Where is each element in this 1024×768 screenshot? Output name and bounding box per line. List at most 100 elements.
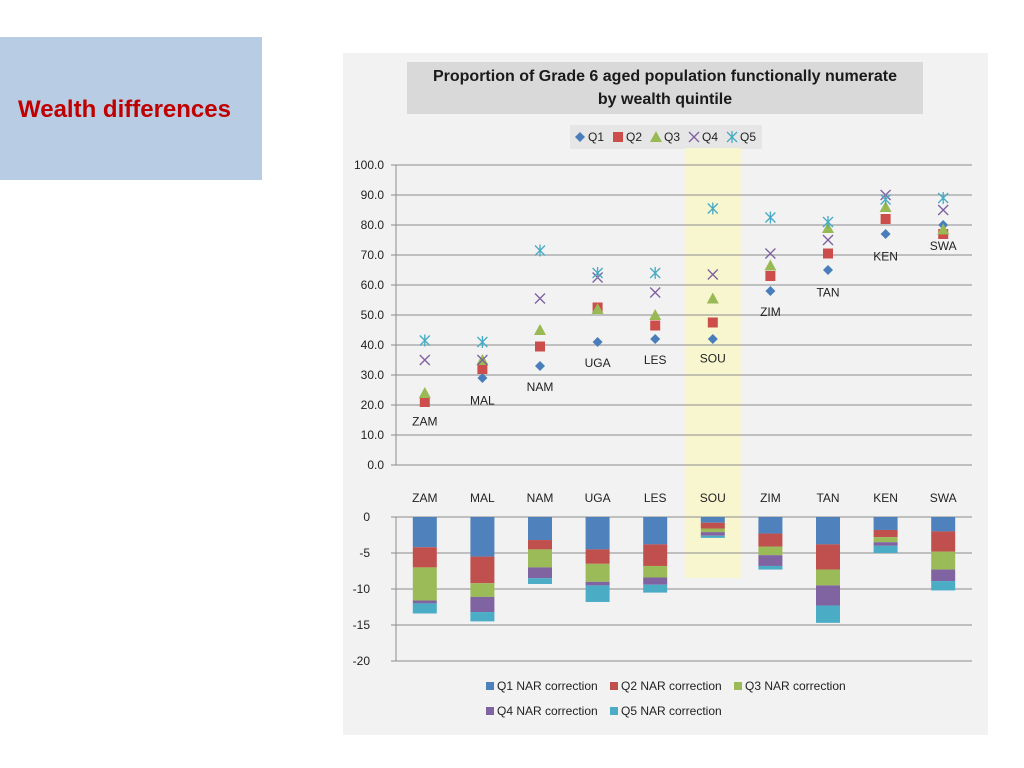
- legend-label: Q3 NAR correction: [745, 679, 846, 693]
- bar-q5-zam: [412, 603, 437, 614]
- bar-q4-uga: [585, 581, 610, 586]
- marker-q3-zam: [418, 387, 431, 398]
- scatter-legend-box: [570, 125, 762, 149]
- bar-q4-swa: [931, 569, 956, 582]
- legend-marker-q4: [688, 131, 700, 143]
- bar-q3-mal: [470, 583, 495, 597]
- bar-q5-ken: [873, 545, 898, 553]
- marker-q2-les: [650, 320, 661, 331]
- marker-q1-ken: [880, 229, 891, 239]
- marker-q5-zim: [764, 211, 776, 224]
- legend-label: Q3: [664, 130, 680, 144]
- x-category-label: ZIM: [760, 491, 781, 505]
- bar-q4-sou: [700, 532, 725, 536]
- bar-q3-sou: [700, 528, 725, 533]
- y-tick-label: 40.0: [361, 338, 385, 352]
- legend-label: Q2: [626, 130, 642, 144]
- bar-q5-mal: [470, 612, 495, 622]
- bar-q4-zim: [758, 555, 783, 566]
- bar-q4-les: [643, 577, 668, 585]
- legend-label: Q5 NAR correction: [621, 704, 722, 718]
- bar-q5-swa: [931, 581, 956, 591]
- bar-q1-zam: [412, 517, 437, 548]
- marker-q3-nam: [534, 324, 546, 335]
- y-tick-label: 70.0: [361, 248, 385, 262]
- marker-q4-nam: [534, 293, 546, 304]
- x-category-label: KEN: [873, 491, 898, 505]
- bar-q3-zim: [758, 546, 783, 556]
- marker-q4-sou: [707, 269, 719, 280]
- bar-q4-nam: [528, 567, 552, 579]
- x-category-label: MAL: [470, 491, 495, 505]
- legend-marker-q5: [726, 131, 738, 143]
- bar-q2-zam: [412, 547, 437, 568]
- point-label: UGA: [585, 356, 611, 370]
- x-category-label: ZAM: [412, 491, 437, 505]
- section-panel: [0, 37, 262, 180]
- marker-q4-tan: [822, 234, 834, 246]
- marker-q5-uga: [592, 267, 604, 279]
- marker-q3-swa: [937, 223, 950, 235]
- bar-q2-les: [643, 544, 668, 566]
- marker-q3-sou: [706, 292, 719, 304]
- y-tick-label: 0: [363, 510, 370, 524]
- bar-q1-uga: [585, 517, 610, 550]
- marker-q1-zim: [765, 286, 776, 296]
- y-tick-label: -20: [353, 654, 371, 668]
- bar-q4-tan: [816, 585, 840, 606]
- marker-q5-les: [649, 267, 661, 279]
- bar-q5-tan: [816, 605, 840, 623]
- x-category-label: UGA: [585, 491, 611, 505]
- bar-q2-tan: [816, 544, 840, 570]
- bar-q4-mal: [470, 596, 495, 613]
- chart-area: [343, 53, 988, 735]
- legend-swatch: [610, 682, 618, 690]
- legend-label: Q4 NAR correction: [497, 704, 598, 718]
- point-label: NAM: [527, 380, 554, 394]
- marker-q5-nam: [534, 244, 546, 257]
- y-tick-label: 60.0: [361, 278, 385, 292]
- marker-q2-zam: [419, 397, 430, 407]
- legend-swatch: [610, 707, 618, 715]
- marker-q2-mal: [477, 364, 488, 374]
- bar-q2-swa: [931, 531, 956, 552]
- bar-q3-uga: [585, 563, 610, 582]
- highlight-band: [684, 148, 741, 578]
- marker-q5-tan: [822, 216, 834, 228]
- bar-q2-ken: [873, 529, 898, 538]
- chart-title-line1: Proportion of Grade 6 aged population fu…: [432, 68, 898, 85]
- bar-q3-nam: [528, 549, 552, 568]
- bar-q2-zim: [758, 533, 783, 547]
- marker-q4-les: [649, 287, 661, 298]
- bar-q5-uga: [585, 585, 610, 602]
- marker-q3-zim: [764, 259, 777, 271]
- point-label: SOU: [700, 352, 726, 366]
- bar-q3-ken: [873, 537, 898, 543]
- marker-q2-tan: [823, 248, 833, 259]
- x-category-label: SWA: [930, 491, 957, 505]
- marker-q1-nam: [535, 361, 545, 371]
- marker-q2-zim: [765, 271, 776, 281]
- legend-label: Q1: [588, 130, 604, 144]
- bar-q2-mal: [470, 556, 495, 584]
- marker-q1-uga: [592, 337, 603, 347]
- marker-q3-ken: [879, 201, 892, 212]
- bar-q1-sou: [700, 517, 725, 523]
- bar-q1-ken: [873, 517, 898, 530]
- bar-q3-les: [643, 565, 668, 578]
- bar-q1-nam: [528, 517, 552, 541]
- marker-q1-sou: [707, 334, 718, 344]
- y-tick-label: 90.0: [361, 188, 385, 202]
- marker-q4-zim: [764, 248, 776, 259]
- bar-q3-tan: [816, 569, 840, 586]
- bar-q5-sou: [700, 535, 725, 538]
- marker-q1-les: [650, 334, 661, 344]
- marker-q5-swa: [937, 192, 949, 204]
- chart-title-line2: by wealth quintile: [597, 91, 733, 108]
- point-label: SWA: [930, 239, 957, 253]
- point-label: ZIM: [760, 305, 781, 319]
- point-label: LES: [644, 353, 667, 367]
- x-category-label: LES: [644, 491, 667, 505]
- bar-q3-swa: [931, 551, 956, 570]
